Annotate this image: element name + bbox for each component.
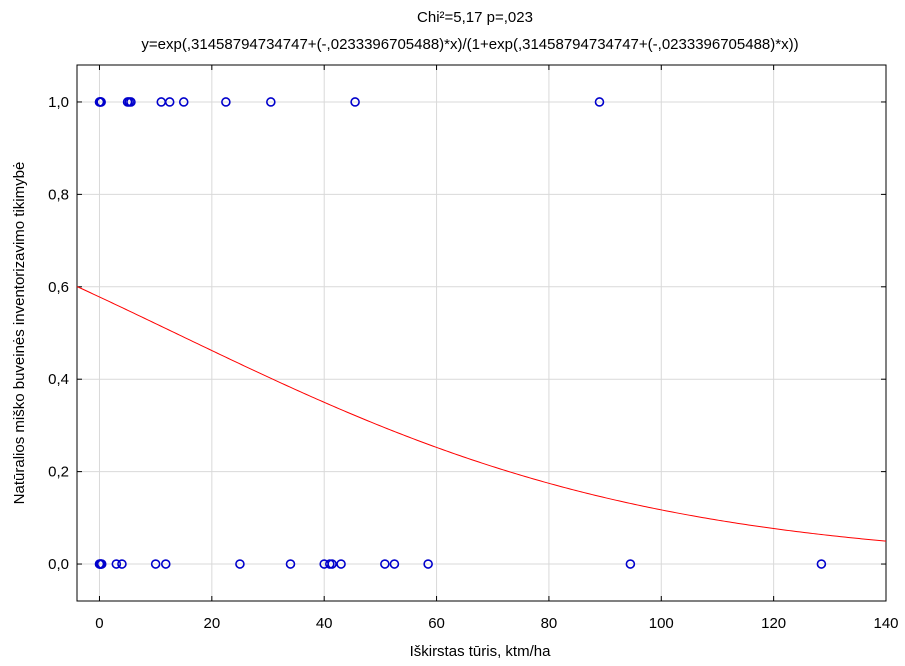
data-point [117,559,127,569]
data-point [594,97,605,107]
x-tick-label: 40 [316,615,333,632]
data-point [285,559,296,569]
data-point [266,97,276,107]
x-tick-label: 0 [95,615,103,632]
data-point [235,559,245,569]
y-tick-label: 0,8 [48,186,69,203]
y-axis-label: Natūralios miško buveinės inventorizavim… [11,162,28,505]
x-tick-label: 60 [428,615,445,632]
x-tick-label: 100 [649,615,674,632]
y-tick-label: 0,6 [48,279,69,296]
x-tick-label: 20 [203,615,220,632]
data-point [389,559,400,569]
data-point [96,559,107,569]
y-tick-label: 1,0 [48,94,69,111]
x-axis-label: Iškirstas tūris, ktm/ha [410,643,552,660]
data-point [178,97,189,107]
y-tick-label: 0,4 [48,371,69,388]
y-tick-labels: 0,0 0,2 0,4 0,6 0,8 1,0 [48,94,69,573]
data-point [96,97,106,107]
data-point [126,97,136,107]
data-point [350,97,360,107]
data-point [150,559,161,569]
data-point [625,559,636,569]
data-point [380,559,390,569]
fit-curve [76,286,887,542]
plot-frame [76,64,887,602]
axis-ticks [77,65,887,601]
data-points [94,97,827,569]
x-tick-label: 120 [761,615,786,632]
y-tick-label: 0,0 [48,556,69,573]
grid [77,65,887,601]
data-point [160,559,171,569]
chart-subtitle: y=exp(,31458794734747+(-,0233396705488)*… [141,36,798,53]
chart-title: Chi²=5,17 p=,023 [417,9,533,26]
x-tick-labels: 0 20 40 60 80 100 120 140 [95,615,898,632]
data-point [327,559,337,569]
x-tick-label: 80 [541,615,558,632]
data-point [816,559,827,569]
x-tick-label: 140 [873,615,898,632]
data-point [423,559,433,569]
data-point [336,559,346,569]
logistic-curve [76,286,887,542]
data-point [221,97,231,107]
data-point [111,559,122,569]
data-point [164,97,175,107]
y-tick-label: 0,2 [48,464,69,481]
